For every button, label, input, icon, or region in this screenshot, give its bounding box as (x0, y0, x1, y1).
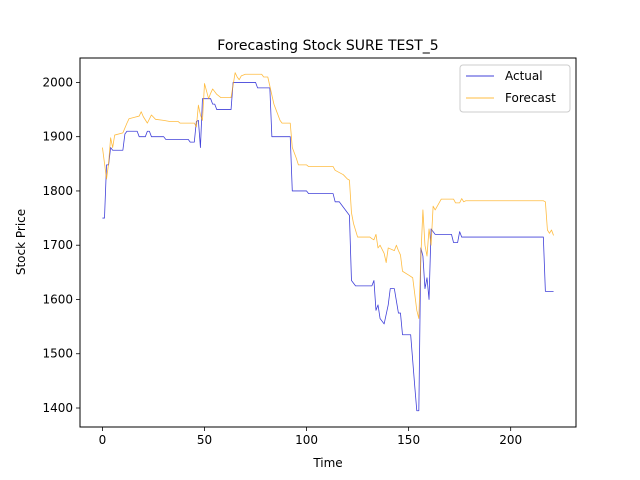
y-tick-label: 2000 (42, 75, 73, 89)
series-line-actual (102, 82, 554, 412)
chart-title: Forecasting Stock SURE TEST_5 (217, 38, 438, 54)
legend-label-actual: Actual (505, 69, 543, 83)
x-tick-label: 100 (295, 433, 318, 447)
series-line-forecast (102, 72, 554, 319)
x-tick-label: 200 (499, 433, 522, 447)
y-axis: 1400 1500 1600 1700 1800 1900 2000 (42, 75, 80, 415)
y-tick-label: 1700 (42, 238, 73, 252)
x-axis: 0 50 100 150 200 (99, 427, 522, 447)
series-layer (102, 72, 554, 412)
legend-label-forecast: Forecast (505, 91, 556, 105)
y-axis-label: Stock Price (14, 209, 28, 275)
y-tick-label: 1800 (42, 184, 73, 198)
x-tick-label: 0 (99, 433, 107, 447)
y-tick-label: 1600 (42, 292, 73, 306)
y-tick-label: 1400 (42, 401, 73, 415)
x-tick-label: 150 (397, 433, 420, 447)
y-tick-label: 1500 (42, 347, 73, 361)
plot-area (79, 57, 577, 428)
x-tick-label: 50 (197, 433, 212, 447)
axes-frame (79, 57, 577, 428)
x-axis-label: Time (312, 456, 342, 470)
legend-frame (459, 64, 571, 113)
y-tick-label: 1900 (42, 130, 73, 144)
legend: Actual Forecast (459, 64, 571, 113)
